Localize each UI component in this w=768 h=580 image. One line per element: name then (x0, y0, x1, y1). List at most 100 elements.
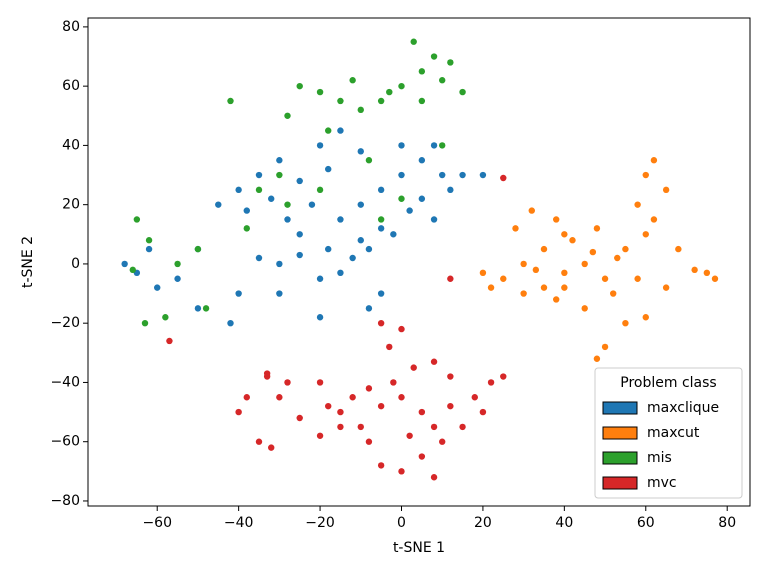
point (243, 225, 250, 232)
point (129, 266, 136, 274)
x-tick-label: −20 (305, 515, 335, 531)
y-tick-label: 80 (62, 19, 80, 35)
point (316, 379, 324, 386)
point (316, 314, 324, 321)
point (145, 245, 153, 253)
point (447, 59, 454, 66)
point (487, 284, 495, 291)
point (447, 186, 454, 194)
point (471, 394, 478, 401)
point (296, 82, 303, 90)
point (202, 305, 210, 312)
point (430, 423, 438, 431)
y-tick-label: 0 (71, 256, 80, 272)
point (520, 260, 527, 268)
point (711, 275, 719, 282)
point (581, 260, 588, 268)
point (614, 254, 621, 262)
point (377, 319, 385, 327)
point (357, 106, 364, 114)
point (255, 171, 263, 179)
y-tick-label: −80 (50, 493, 80, 509)
point (447, 275, 454, 282)
point (276, 157, 283, 164)
point (569, 237, 576, 244)
point (561, 284, 568, 291)
point (365, 305, 373, 312)
point (276, 171, 283, 179)
y-tick-label: 40 (62, 137, 80, 153)
point (430, 142, 438, 149)
point (316, 88, 324, 96)
point (365, 157, 373, 164)
point (377, 290, 385, 297)
point (691, 266, 698, 274)
point (430, 53, 438, 60)
point (593, 355, 601, 362)
point (227, 319, 234, 327)
point (662, 284, 670, 291)
legend-swatch (602, 401, 638, 415)
point (296, 177, 303, 185)
x-tick-label: 60 (637, 515, 655, 531)
point (601, 275, 609, 282)
point (296, 231, 303, 238)
point (553, 216, 560, 223)
point (520, 290, 527, 297)
point (439, 438, 446, 445)
y-tick-label: 20 (62, 197, 80, 213)
point (553, 296, 560, 303)
point (316, 186, 324, 194)
point (235, 186, 242, 194)
y-tick-label: −20 (50, 315, 80, 331)
point (410, 38, 417, 45)
point (357, 201, 364, 208)
point (439, 142, 446, 149)
point (235, 290, 242, 297)
point (398, 394, 405, 401)
point (145, 237, 153, 244)
point (540, 284, 548, 291)
x-tick-label: 40 (555, 515, 573, 531)
point (540, 245, 548, 253)
point (459, 423, 466, 431)
point (337, 97, 344, 105)
point (650, 216, 658, 223)
point (390, 379, 397, 386)
x-tick-label: 20 (474, 515, 492, 531)
point (642, 314, 649, 321)
point (337, 408, 344, 416)
point (325, 127, 332, 134)
point (316, 142, 324, 149)
point (337, 269, 344, 277)
point (194, 305, 202, 312)
y-tick-label: −40 (50, 374, 80, 390)
point (377, 216, 385, 223)
point (459, 171, 466, 179)
legend-label: mvc (647, 475, 677, 491)
point (418, 408, 426, 416)
point (561, 231, 568, 238)
point (268, 444, 275, 451)
point (430, 474, 438, 481)
point (284, 112, 291, 119)
point (227, 97, 234, 105)
plot-frame (87, 17, 751, 507)
point (377, 462, 385, 469)
point (642, 231, 649, 238)
point (377, 402, 385, 410)
point (357, 423, 364, 431)
point (479, 269, 487, 277)
point (337, 423, 344, 431)
point (255, 186, 263, 194)
point (398, 82, 405, 90)
point (255, 438, 263, 445)
legend-label: maxcut (647, 425, 700, 441)
point (581, 305, 588, 312)
point (528, 207, 535, 214)
point (316, 432, 324, 439)
legend-swatch (602, 451, 638, 465)
point (610, 290, 617, 297)
point (284, 379, 291, 386)
point (121, 260, 128, 268)
